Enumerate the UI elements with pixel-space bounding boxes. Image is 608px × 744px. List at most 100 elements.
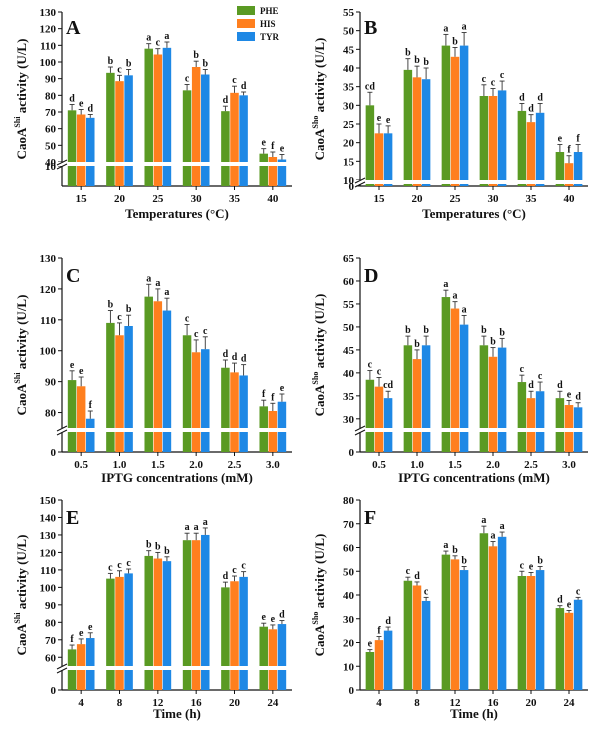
y-tick-label: 130: [40, 7, 57, 19]
significance-letter: c: [377, 366, 382, 377]
axis-break-mark: [354, 177, 366, 184]
y-tick-label: 130: [40, 253, 57, 265]
y-tick-label: 40: [343, 368, 355, 380]
significance-letter: d: [557, 595, 563, 606]
panel-letter: C: [66, 265, 80, 287]
chart-panel-d: 0 30 35 40 45 50 55 60 65 0.5 1.0 1.5 2.0 2.5 3.0 c b a b c…: [311, 253, 588, 485]
bar-tyr: [535, 112, 545, 186]
significance-letter: c: [126, 558, 131, 569]
y-tick-label: 120: [40, 24, 57, 36]
y-tick-label: 15: [343, 156, 355, 168]
x-tick-label: 4: [78, 697, 84, 709]
bar-phe: [555, 608, 565, 690]
significance-letter: a: [491, 531, 496, 542]
significance-letter: cd: [383, 380, 393, 391]
x-tick-label: 3.0: [266, 459, 280, 471]
bar-his: [153, 54, 163, 186]
bar-phe: [403, 580, 413, 690]
bar-tyr: [421, 79, 431, 186]
y-axis-title-tail: activity (U/L): [312, 534, 327, 612]
significance-letter: b: [405, 48, 411, 59]
significance-letter: a: [164, 287, 169, 298]
significance-letter: b: [108, 56, 114, 67]
chart-panel-e: 0 60 70 80 90 100 110 120 130 140 150 4 8 12 16 20 24 f c b…: [13, 495, 292, 721]
bar-tyr: [277, 401, 287, 452]
significance-letter: c: [368, 360, 373, 371]
legend-swatch-tyr: [237, 32, 255, 41]
bar-phe: [517, 576, 527, 690]
y-axis-title-superscript: Shi: [13, 612, 22, 624]
x-tick-label: 2.5: [524, 459, 538, 471]
y-tick-label: 45: [343, 44, 355, 56]
x-tick-label: 16: [488, 697, 500, 709]
bar-his: [268, 629, 278, 690]
bar-his: [374, 640, 384, 690]
significance-letter: a: [481, 515, 486, 526]
y-tick-label: 0: [349, 685, 355, 697]
bar-tyr: [459, 570, 469, 690]
y-axis-title-superscript: Shi: [13, 116, 22, 128]
x-tick-label: 4: [376, 697, 382, 709]
bar-tyr: [201, 74, 210, 186]
axis-break-gap: [56, 162, 292, 166]
chart-panel-c: 0 80 90 100 110 120 130 0.5 1.0 1.5 2.0 2.5 3.0 e b a c d…: [13, 253, 292, 485]
x-axis-title: IPTG concentrations (mM): [398, 470, 550, 485]
bar-tyr: [162, 310, 172, 452]
bar-tyr: [86, 638, 95, 690]
bar-phe: [441, 45, 451, 186]
x-tick-label: 24: [267, 697, 279, 709]
bar-tyr: [421, 600, 431, 690]
significance-letter: f: [89, 400, 93, 411]
y-axis-title-tail: activity (U/L): [14, 535, 29, 613]
y-axis-title-superscript: Shi: [13, 372, 22, 384]
x-tick-label: 25: [450, 193, 462, 205]
panel-letter: E: [66, 507, 79, 529]
significance-letter: d: [519, 92, 525, 103]
y-axis-title-main: CaoA: [312, 624, 327, 656]
significance-letter: e: [529, 561, 534, 572]
y-axis-title: CaoASho activity (U/L): [311, 294, 327, 417]
x-tick-label: 1.5: [448, 459, 462, 471]
y-tick-label: 110: [40, 565, 56, 577]
bar-phe: [67, 380, 77, 452]
significance-letter: c: [406, 566, 411, 577]
axis-break-mark: [56, 425, 68, 432]
bar-tyr: [277, 159, 287, 186]
bar-phe: [555, 398, 565, 452]
bar-his: [374, 133, 384, 186]
y-tick-label: 50: [45, 140, 57, 152]
y-axis-title-superscript: Sho: [311, 372, 320, 385]
significance-letter: d: [69, 94, 75, 105]
y-tick-label: 30: [343, 614, 355, 626]
bar-tyr: [124, 573, 133, 690]
significance-letter: f: [262, 389, 266, 400]
y-axis-title-superscript: Sho: [311, 612, 320, 625]
bar-tyr: [383, 630, 393, 690]
bar-his: [412, 585, 422, 690]
significance-letter: a: [146, 33, 151, 44]
y-tick-label: 150: [40, 495, 57, 507]
significance-letter: b: [126, 59, 132, 70]
y-tick-label: 45: [343, 345, 355, 357]
significance-letter: c: [232, 565, 237, 576]
significance-letter: c: [491, 78, 496, 89]
x-tick-label: 20: [412, 193, 424, 205]
y-tick-label: 20: [343, 138, 355, 150]
y-axis-title-main: CaoA: [14, 623, 29, 655]
bar-phe: [106, 578, 115, 690]
bar-tyr: [497, 536, 507, 690]
y-tick-label: 100: [40, 57, 57, 69]
significance-letter: d: [241, 81, 247, 92]
panel-letter: B: [364, 17, 377, 39]
significance-letter: d: [223, 349, 229, 360]
axis-break-mark: [354, 181, 366, 188]
y-axis-title-tail: activity (U/L): [312, 38, 327, 116]
significance-letter: c: [232, 75, 237, 86]
bar-his: [230, 372, 239, 452]
significance-letter: d: [537, 92, 543, 103]
y-tick-label: 10: [343, 175, 355, 187]
y-tick-label: 70: [45, 635, 57, 647]
significance-letter: e: [280, 144, 285, 155]
significance-letter: c: [117, 560, 122, 571]
